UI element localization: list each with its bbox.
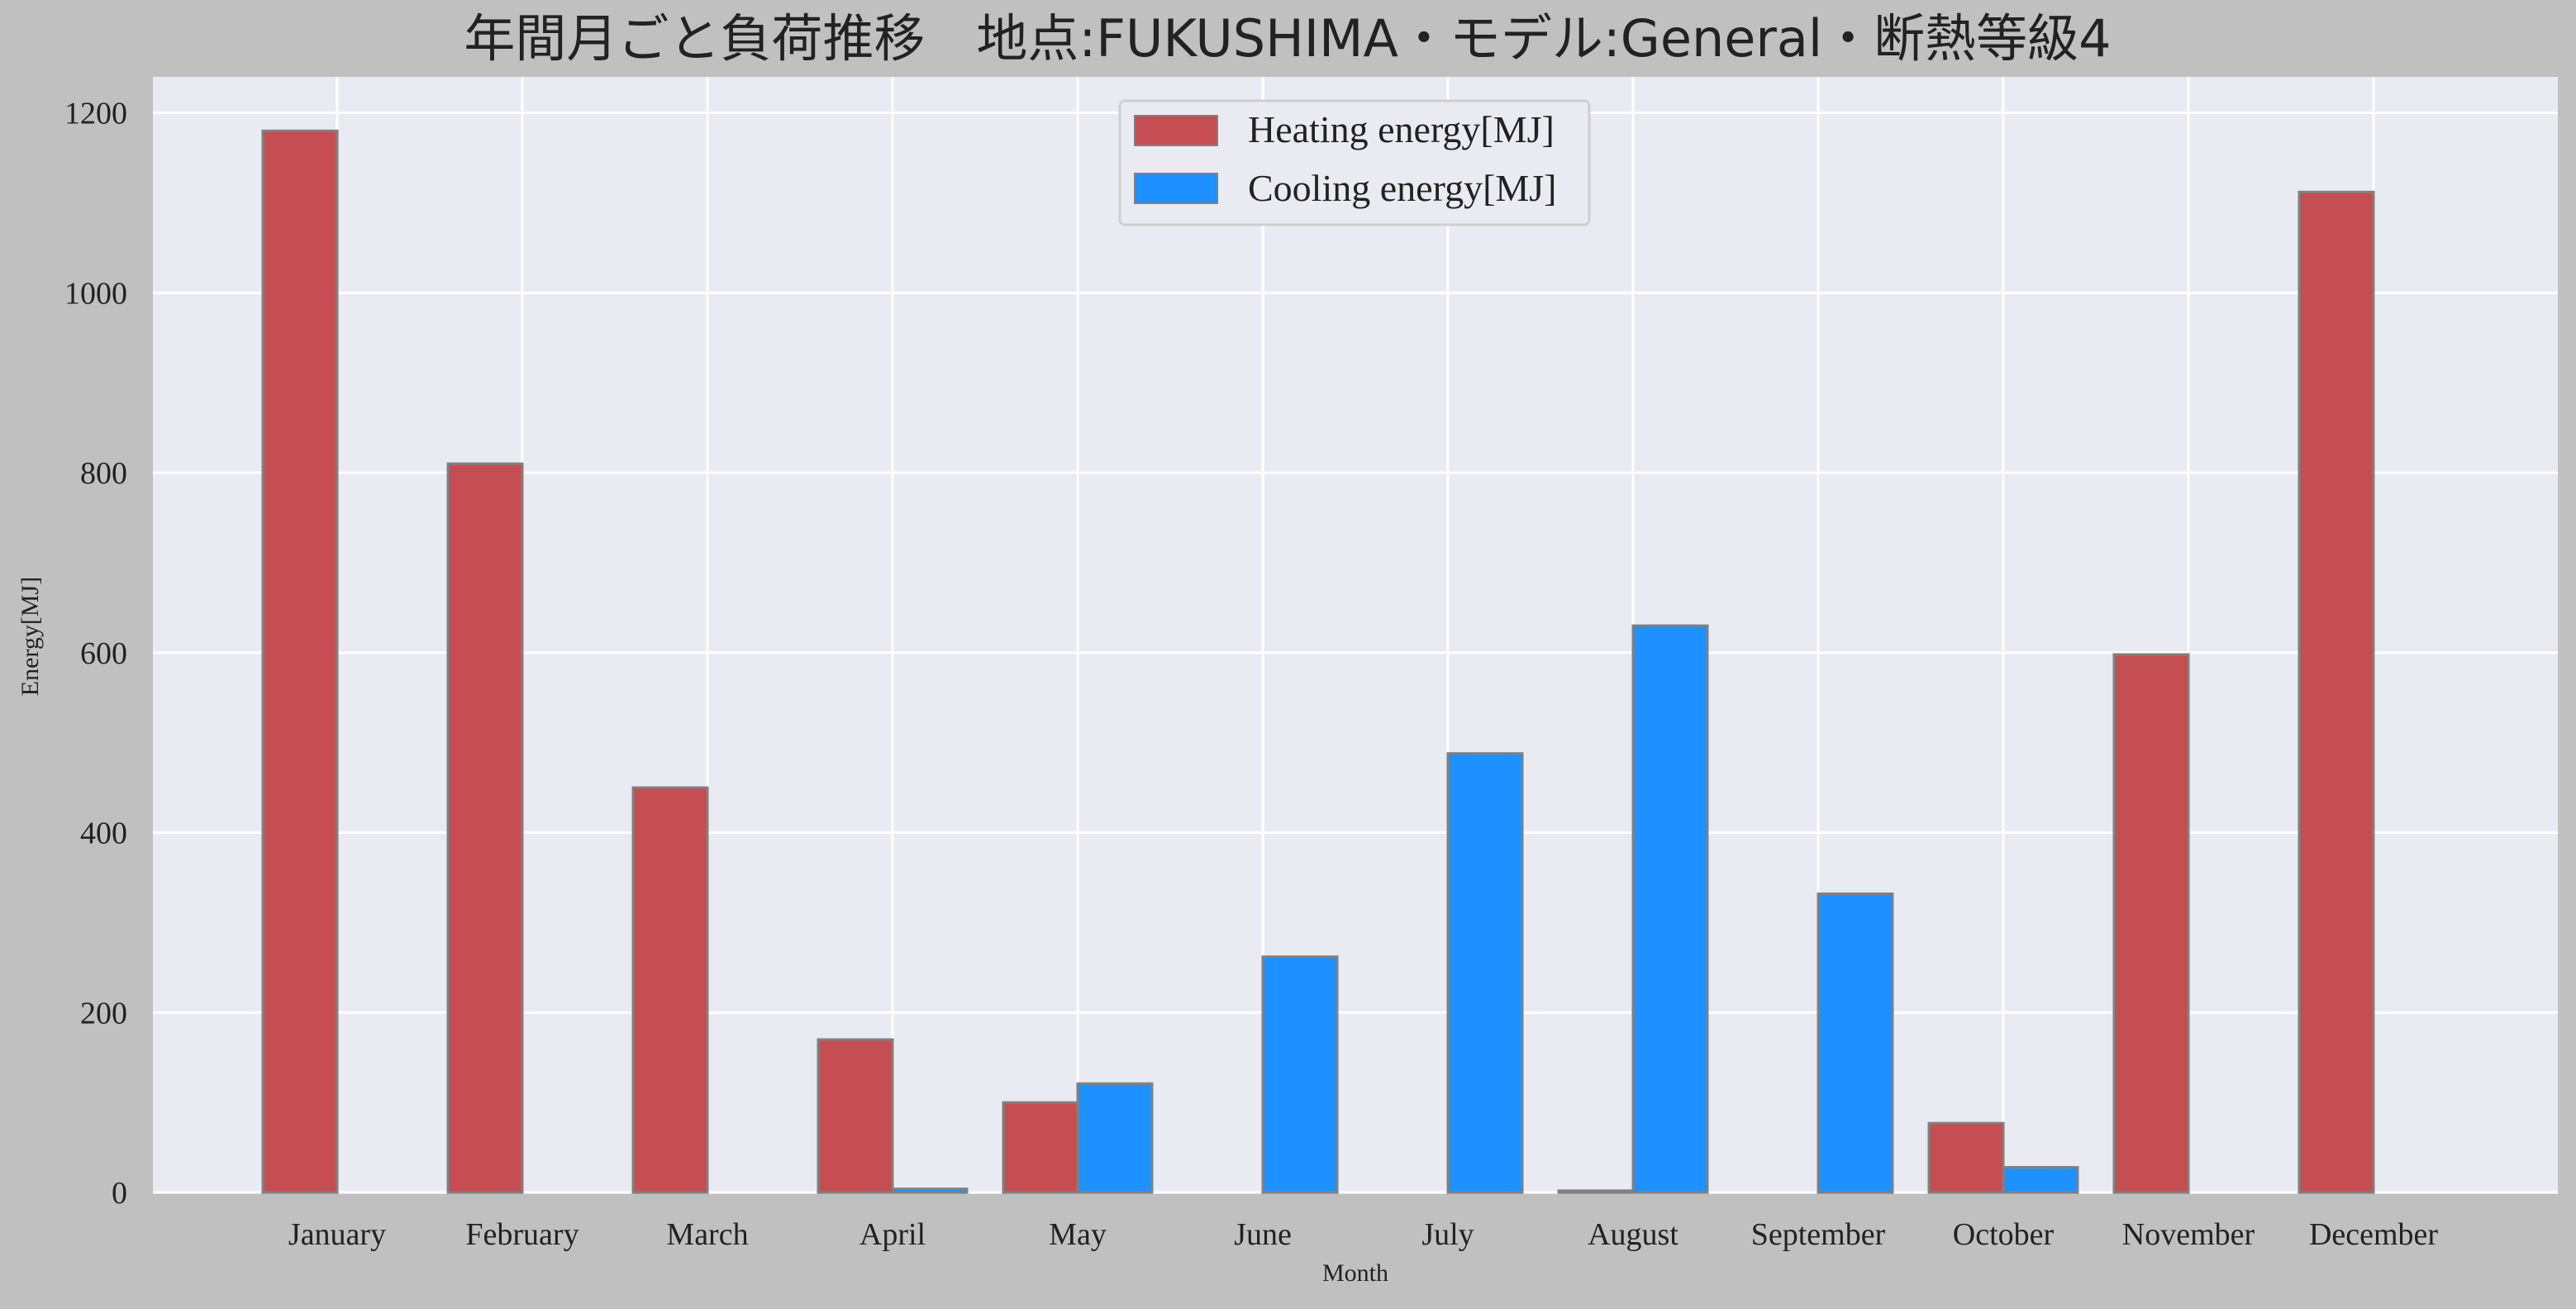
x-tick-label-february: February [465, 1217, 579, 1252]
y-tick-label: 1200 [64, 97, 127, 131]
x-tick-label-october: October [1953, 1217, 2055, 1252]
heating-bar-october [1927, 1121, 2005, 1194]
x-tick-label-july: July [1421, 1217, 1474, 1252]
x-tick-label-december: December [2309, 1217, 2438, 1252]
x-tick-label-may: May [1049, 1217, 1107, 1252]
cooling-bar-may [1076, 1082, 1154, 1194]
legend-swatch-heating [1134, 115, 1218, 146]
y-tick-label: 400 [80, 816, 127, 851]
heating-bar-march [631, 786, 709, 1194]
x-tick-label-november: November [2122, 1217, 2255, 1252]
chart-title: 年間月ごと負荷推移 地点:FUKUSHIMA・モデル:General・断熱等級4 [464, 8, 2111, 69]
y-tick-label: 1000 [64, 276, 127, 311]
cooling-bar-june [1261, 955, 1339, 1194]
cooling-bar-april [891, 1188, 969, 1194]
heating-bar-april [817, 1038, 894, 1194]
legend-swatch-cooling [1134, 173, 1218, 204]
y-tick-label: 800 [80, 456, 127, 491]
axis-ticks: 0 200 400 600 800 1000 1200 January February Marc… [64, 97, 2438, 1252]
y-tick-label: 0 [112, 1176, 127, 1211]
cooling-bar-september [1817, 892, 1894, 1194]
x-tick-label-august: August [1588, 1217, 1678, 1252]
heating-bar-august [1557, 1189, 1635, 1194]
legend-label-heating: Heating energy[MJ] [1248, 108, 1555, 150]
heating-bar-november [2112, 653, 2190, 1194]
y-axis-label: Energy[MJ] [17, 577, 44, 696]
x-tick-label-september: September [1751, 1217, 1886, 1252]
legend: Heating energy[MJ] Cooling energy[MJ] [1118, 99, 1591, 226]
y-tick-label: 200 [80, 996, 127, 1031]
legend-label-cooling: Cooling energy[MJ] [1248, 167, 1557, 209]
heating-bar-february [446, 462, 524, 1194]
x-tick-label-june: June [1234, 1217, 1292, 1252]
x-tick-label-april: April [859, 1217, 926, 1252]
x-axis-label: Month [1322, 1259, 1388, 1287]
legend-box [1118, 99, 1591, 226]
cooling-bar-july [1446, 752, 1524, 1194]
x-tick-label-january: January [288, 1217, 386, 1252]
cooling-bar-august [1631, 624, 1709, 1194]
cooling-bar-october [2002, 1166, 2079, 1194]
y-tick-label: 600 [80, 636, 127, 671]
x-tick-label-march: March [666, 1217, 748, 1252]
heating-bar-january [261, 129, 339, 1194]
heating-bar-may [1002, 1101, 1079, 1194]
heating-bar-december [2297, 190, 2375, 1194]
bars [261, 129, 2375, 1194]
